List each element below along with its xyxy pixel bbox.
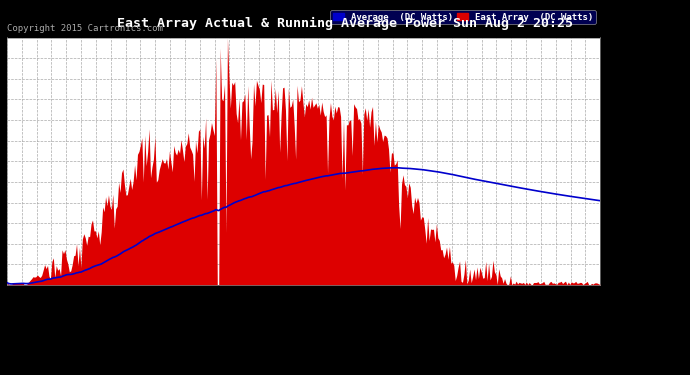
Text: Copyright 2015 Cartronics.com: Copyright 2015 Cartronics.com — [7, 24, 163, 33]
Text: East Array Actual & Running Average Power Sun Aug 2 20:25: East Array Actual & Running Average Powe… — [117, 17, 573, 30]
Legend: Average  (DC Watts), East Array  (DC Watts): Average (DC Watts), East Array (DC Watts… — [331, 10, 595, 24]
